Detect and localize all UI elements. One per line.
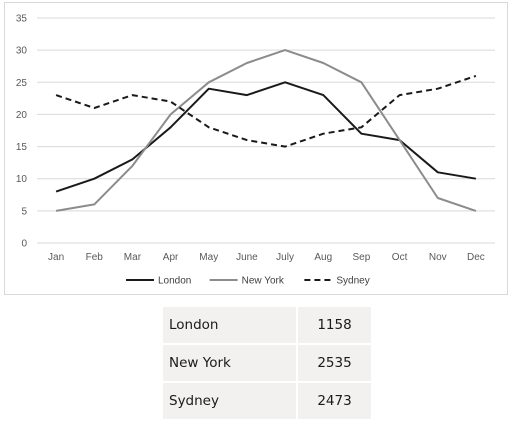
y-tick-label: 10 <box>16 174 28 185</box>
y-tick-label: 25 <box>16 78 28 89</box>
chart-frame: 0 5 10 15 20 25 30 35 Jan Feb Mar Apr May June July Au… <box>4 2 508 295</box>
data-table: London 1158 New York 2535 Sydney 2473 <box>161 305 373 421</box>
legend: London New York Sydney <box>126 276 370 287</box>
series-line-new-york <box>55 49 477 212</box>
legend-label: London <box>158 276 191 287</box>
x-tick-label: Oct <box>392 252 408 263</box>
table-row: Sydney 2473 <box>163 383 371 419</box>
y-tick-label: 0 <box>21 239 27 250</box>
x-tick-label: Sep <box>353 252 371 263</box>
table-cell-city: New York <box>163 345 296 381</box>
series-line-london <box>55 81 477 193</box>
x-tick-label: Mar <box>124 252 142 263</box>
legend-label: New York <box>242 276 285 287</box>
table-row: London 1158 <box>163 307 371 343</box>
series-lines <box>55 49 477 212</box>
y-tick-label: 15 <box>16 142 28 153</box>
table-cell-city: London <box>163 307 296 343</box>
x-tick-label: Nov <box>429 252 447 263</box>
y-tick-label: 35 <box>16 14 28 25</box>
y-tick-label: 30 <box>16 46 28 57</box>
table-cell-value: 1158 <box>298 307 371 343</box>
y-axis-ticks: 0 5 10 15 20 25 30 35 <box>16 14 28 250</box>
x-tick-label: Feb <box>86 252 104 263</box>
x-tick-label: Apr <box>163 252 179 263</box>
gridlines <box>37 17 495 244</box>
table-cell-city: Sydney <box>163 383 296 419</box>
x-axis-ticks: Jan Feb Mar Apr May June July Aug Sep Oct Nov Dec <box>48 252 485 263</box>
y-tick-label: 5 <box>21 206 27 217</box>
series-line-sydney <box>55 74 477 148</box>
table-cell-value: 2473 <box>298 383 371 419</box>
line-chart: 0 5 10 15 20 25 30 35 Jan Feb Mar Apr May June July Au… <box>16 14 495 287</box>
x-tick-label: July <box>276 252 294 263</box>
legend-label: Sydney <box>336 276 369 287</box>
table-row: New York 2535 <box>163 345 371 381</box>
x-tick-label: Dec <box>467 252 485 263</box>
x-tick-label: Jan <box>48 252 64 263</box>
y-tick-label: 20 <box>16 110 28 121</box>
x-tick-label: June <box>236 252 258 263</box>
x-tick-label: Aug <box>314 252 332 263</box>
x-tick-label: May <box>199 252 218 263</box>
table-cell-value: 2535 <box>298 345 371 381</box>
